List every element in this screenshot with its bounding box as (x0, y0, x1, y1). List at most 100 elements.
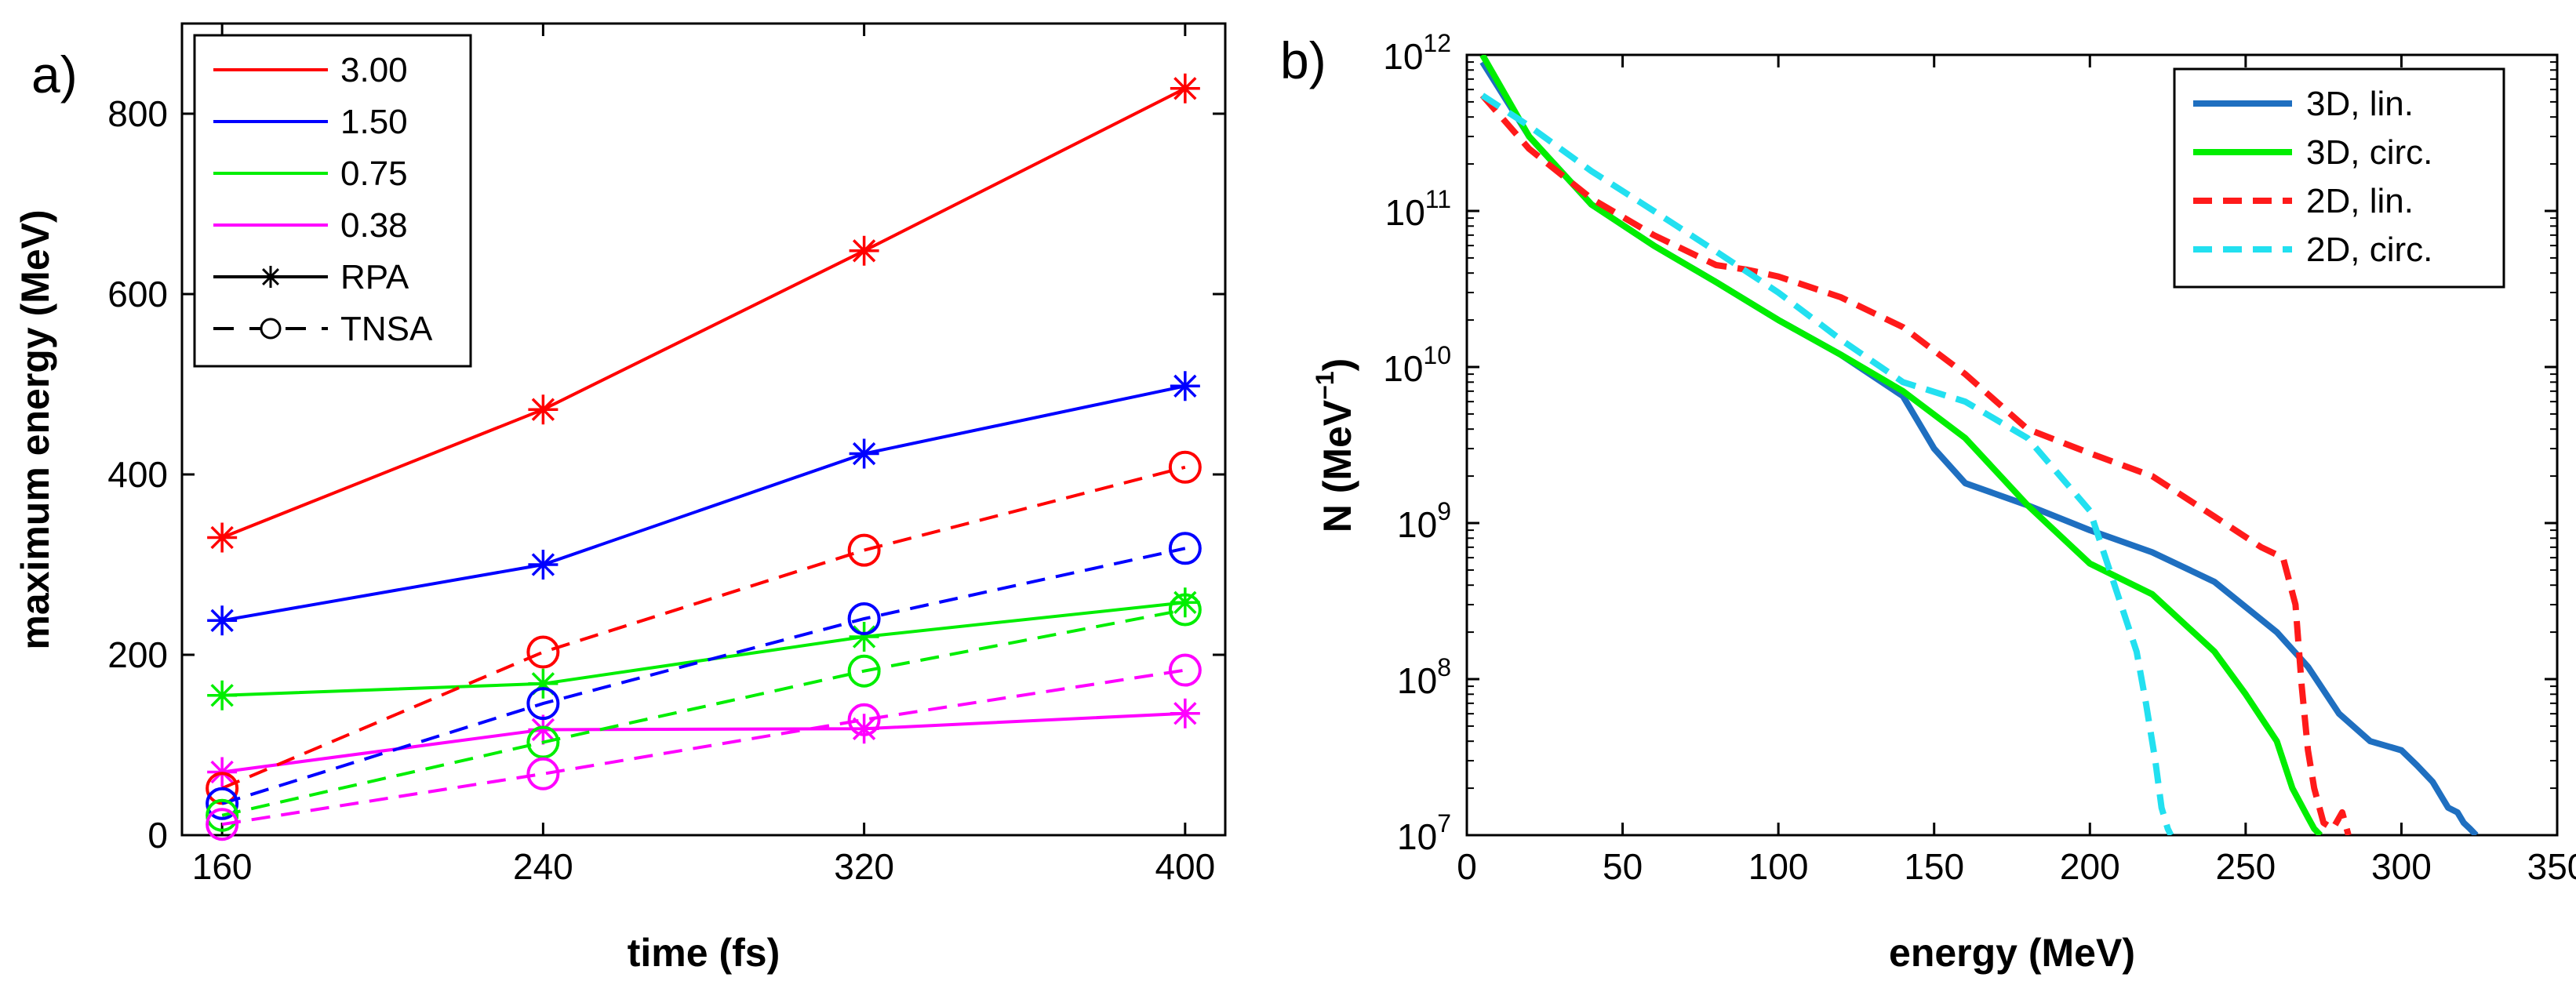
legend-b: 3D, lin. 3D, circ. 2D, lin. 2D, circ. (2173, 67, 2505, 289)
data-point-circle (1168, 593, 1202, 627)
data-point-star (207, 522, 238, 553)
x-tick-label-b: 350 (2527, 846, 2576, 887)
y-axis-label-a: maximum energy (MeV) (13, 209, 57, 649)
legend-label: 3D, lin. (2306, 85, 2414, 123)
data-point-circle (847, 654, 881, 688)
series-line (221, 87, 1186, 540)
x-tick-label-a: 160 (192, 846, 253, 887)
legend-label: 1.50 (340, 103, 408, 141)
data-point-circle (526, 757, 560, 790)
data-point-star (528, 714, 558, 745)
data-point-circle (526, 635, 560, 669)
data-point-star (528, 394, 558, 425)
y-tick-label-b: 109 (1397, 497, 1451, 545)
series-group-b (1479, 55, 2479, 835)
x-tick-label-a: 320 (834, 846, 894, 887)
legend-label: 3.00 (340, 51, 408, 89)
x-tick-label-b: 100 (1748, 846, 1809, 887)
series-line (1479, 93, 2352, 835)
y-tick-label-b: 1012 (1383, 29, 1451, 77)
legend-box-a (193, 34, 472, 368)
x-tick-label-a: 400 (1155, 846, 1215, 887)
x-axis-label-a: time (fs) (628, 931, 780, 975)
legend-label: TNSA (340, 310, 433, 348)
legend-label: 0.38 (340, 206, 408, 245)
y-tick-base: 10 (1385, 192, 1425, 233)
legend-label: RPA (340, 258, 409, 296)
y-tick-label-b: 1010 (1383, 341, 1451, 389)
chart-a: a) 160 240 320 400 0 200 400 600 800 time (fs) m… (13, 22, 1227, 975)
legend-a: 3.00 1.50 0.75 0.38 RPA TNSA (193, 34, 472, 368)
y-tick-label-a: 800 (107, 93, 168, 134)
data-point-star (849, 235, 879, 266)
y-tick-exponent: 12 (1423, 29, 1451, 57)
data-point-star (207, 680, 238, 710)
legend-label: 2D, circ. (2306, 231, 2432, 269)
series-line (221, 608, 1186, 817)
data-point-star (1170, 698, 1200, 729)
legend-label: 2D, lin. (2306, 182, 2414, 220)
data-point-circle (847, 602, 881, 635)
axes-b: 0501001502002503003501071081091010101110… (1383, 29, 2576, 887)
y-tick-exponent: 7 (1437, 809, 1451, 838)
data-point-circle (206, 787, 239, 820)
series-line (221, 465, 1186, 790)
data-point-star (528, 550, 558, 580)
y-tick-label-a: 600 (107, 274, 168, 314)
data-point-circle (206, 808, 239, 841)
x-tick-label-b: 250 (2215, 846, 2276, 887)
series-line (221, 668, 1186, 827)
data-point-star (1170, 587, 1200, 618)
y-tick-base: 10 (1397, 504, 1437, 545)
x-tick-label-b: 200 (2060, 846, 2120, 887)
data-point-star (207, 605, 238, 636)
y-tick-exponent: 11 (1425, 185, 1451, 213)
y-axis-label-b-text: N (MeV (1315, 399, 1359, 532)
y-tick-label-b: 108 (1397, 653, 1451, 701)
y-tick-label-a: 200 (107, 634, 168, 675)
series-line (222, 601, 1186, 697)
y-tick-base: 10 (1397, 816, 1437, 857)
legend-label: 0.75 (340, 154, 408, 193)
y-tick-base: 10 (1383, 36, 1423, 77)
series-line (221, 711, 1185, 774)
chart-b: b) 0501001502002503003501071081091010101… (1280, 29, 2576, 975)
data-point-circle (1168, 532, 1202, 565)
y-tick-base: 10 (1397, 660, 1437, 701)
data-point-circle (847, 703, 881, 736)
data-point-circle (206, 798, 239, 832)
x-tick-label-b: 150 (1904, 846, 1964, 887)
data-point-star (849, 714, 879, 744)
legend-marker-circle (260, 318, 282, 340)
y-tick-base: 10 (1383, 348, 1423, 389)
data-point-circle (526, 687, 560, 721)
y-axis-label-b-end: ) (1315, 358, 1359, 372)
x-axis-label-b-text: energy (MeV) (1889, 931, 2135, 975)
y-axis-label-b: N (MeV−1) (1311, 358, 1359, 533)
data-point-star (1170, 73, 1200, 104)
data-point-circle (1168, 450, 1202, 484)
y-axis-label-b-sup: −1 (1311, 371, 1339, 399)
panel-label-a: a) (31, 45, 78, 104)
x-tick-label-b: 50 (1603, 846, 1643, 887)
y-tick-label-b: 107 (1397, 809, 1451, 857)
y-tick-exponent: 8 (1437, 653, 1451, 681)
series-line (1480, 93, 2174, 835)
y-tick-exponent: 9 (1437, 497, 1451, 525)
y-tick-label-b: 1011 (1385, 185, 1451, 233)
panel-label-b: b) (1280, 31, 1326, 89)
legend-label: 3D, circ. (2306, 133, 2432, 172)
series-line (1479, 55, 2323, 835)
data-point-circle (1168, 653, 1202, 687)
series-line (221, 384, 1186, 623)
data-point-circle (526, 725, 560, 759)
x-tick-label-a: 240 (513, 846, 573, 887)
legend-marker-star (260, 266, 282, 288)
y-tick-label-a: 400 (107, 454, 168, 495)
data-point-circle (847, 533, 881, 567)
series-group-a (206, 73, 1202, 841)
axes-a: 160 240 320 400 0 200 400 600 800 (107, 24, 1225, 887)
data-point-star (849, 438, 879, 469)
data-point-star (528, 668, 558, 699)
